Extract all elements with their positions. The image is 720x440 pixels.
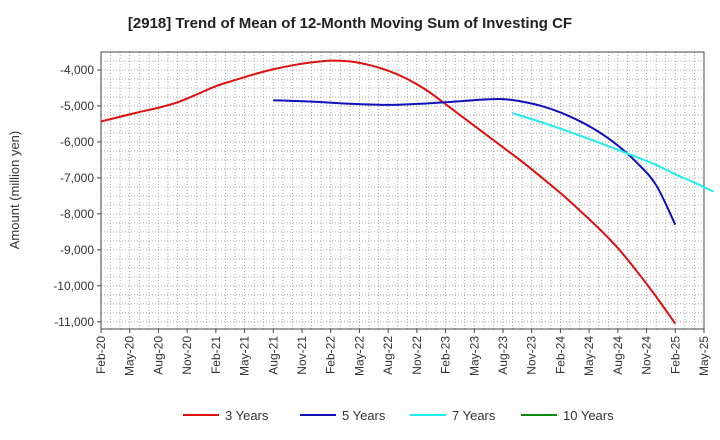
x-tick-label: Nov-23 [525, 336, 539, 375]
x-tick-label: May-23 [467, 336, 481, 376]
y-tick-label: -10,000 [53, 279, 94, 293]
x-tick-label: Nov-22 [410, 336, 424, 375]
y-tick-label: -7,000 [60, 171, 94, 185]
legend-label: 5 Years [342, 408, 386, 423]
y-tick-label: -5,000 [60, 99, 94, 113]
x-tick-label: Aug-23 [496, 336, 510, 375]
x-tick-label: Feb-23 [439, 336, 453, 374]
y-axis-label: Amount (million yen) [7, 131, 22, 250]
legend-label: 7 Years [452, 408, 496, 423]
x-tick-label: Nov-20 [180, 336, 194, 375]
y-tick-label: -11,000 [54, 315, 94, 329]
series-line-5-years [273, 97, 677, 226]
x-tick-label: May-22 [352, 336, 366, 376]
x-tick-label: Feb-20 [94, 336, 108, 374]
y-tick-label: -6,000 [60, 135, 94, 149]
y-axis: -4,000 -5,000 -6,000 -7,000 -8,000 -9,000 -10,… [53, 63, 101, 329]
x-tick-label: Nov-21 [295, 336, 309, 375]
x-tick-label: May-21 [238, 336, 252, 376]
series-line-3-years [100, 59, 677, 325]
plot-frame [100, 51, 705, 330]
series-lines [100, 59, 714, 325]
series-line-7-years [512, 112, 714, 193]
y-tick-label: -4,000 [60, 63, 94, 77]
y-tick-label: -8,000 [60, 207, 94, 221]
chart-title: [2918] Trend of Mean of 12-Month Moving … [128, 15, 572, 32]
x-tick-label: Aug-22 [381, 336, 395, 375]
x-tick-label: Feb-24 [553, 336, 567, 374]
legend-label: 3 Years [225, 408, 269, 423]
x-tick-label: May-25 [697, 336, 711, 376]
x-tick-label: Feb-25 [668, 336, 682, 374]
x-axis: Feb-20 May-20 Aug-20 Nov-20 Feb-21 May-21 Aug-… [94, 329, 711, 376]
x-tick-label: May-20 [123, 336, 137, 376]
x-tick-label: Aug-20 [151, 336, 165, 375]
x-tick-label: Feb-22 [324, 336, 338, 374]
grid [101, 51, 704, 329]
x-tick-label: Aug-24 [611, 336, 625, 375]
x-tick-label: Feb-21 [209, 336, 223, 374]
y-tick-label: -9,000 [60, 243, 94, 257]
legend-label: 10 Years [563, 408, 614, 423]
x-tick-label: Aug-21 [266, 336, 280, 375]
legend: 3 Years 5 Years 7 Years 10 Years [183, 408, 614, 423]
x-tick-label: Nov-24 [640, 336, 654, 375]
x-tick-label: May-24 [582, 336, 596, 376]
